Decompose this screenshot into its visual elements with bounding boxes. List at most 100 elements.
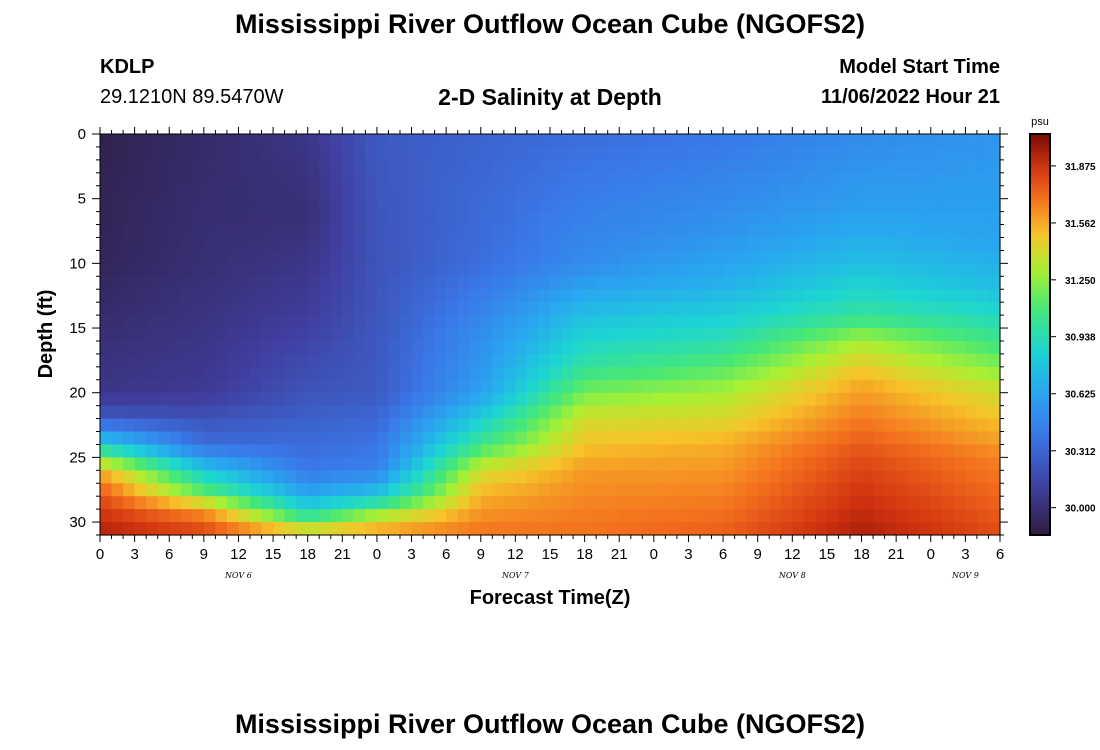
heatmap-cell	[503, 522, 516, 536]
heatmap-cell	[365, 315, 378, 329]
heatmap-cell	[573, 457, 586, 471]
heatmap-cell	[838, 185, 851, 200]
heatmap-cell	[573, 237, 586, 252]
heatmap-cell	[976, 418, 990, 433]
heatmap-cell	[457, 392, 470, 407]
heatmap-cell	[123, 392, 136, 407]
heatmap-cell	[250, 276, 263, 290]
heatmap-cell	[711, 146, 724, 161]
heatmap-cell	[157, 457, 170, 471]
heatmap-cell	[411, 276, 424, 290]
station-coordinates: 29.1210N 89.5470W	[100, 86, 284, 108]
heatmap-cell	[146, 379, 159, 394]
heatmap-cell	[584, 263, 597, 277]
heatmap-cell	[642, 444, 655, 458]
heatmap-cell	[250, 328, 263, 342]
heatmap-cell	[746, 418, 759, 433]
heatmap-cell	[803, 276, 816, 290]
heatmap-cell	[307, 185, 320, 200]
heatmap-cell	[596, 302, 609, 316]
heatmap-cell	[884, 302, 897, 316]
heatmap-cell	[803, 211, 816, 226]
heatmap-cell	[538, 224, 551, 239]
model-start-value: 11/06/2022 Hour 21	[820, 86, 1000, 108]
heatmap-cell	[711, 172, 724, 187]
heatmap-cell	[619, 340, 632, 355]
heatmap-cell	[480, 237, 493, 252]
heatmap-cell	[688, 457, 701, 471]
heatmap-cell	[630, 353, 643, 368]
heatmap-cell	[711, 237, 724, 252]
heatmap-cell	[411, 302, 424, 316]
heatmap-cell	[538, 146, 551, 161]
heatmap-cell	[296, 470, 309, 484]
heatmap-cell	[215, 250, 228, 264]
heatmap-cell	[930, 509, 943, 523]
heatmap-cell	[261, 159, 274, 174]
heatmap-cell	[307, 444, 320, 458]
heatmap-cell	[342, 134, 355, 148]
heatmap-cell	[596, 418, 609, 433]
heatmap-cell	[803, 470, 816, 484]
heatmap-cell	[942, 198, 955, 213]
heatmap-cell	[492, 340, 505, 355]
heatmap-cell	[930, 444, 943, 458]
heatmap-cell	[203, 470, 216, 484]
heatmap-cell	[215, 185, 228, 200]
heatmap-cell	[203, 198, 216, 213]
heatmap-cell	[400, 172, 413, 187]
heatmap-cell	[550, 457, 563, 471]
heatmap-cell	[250, 366, 263, 381]
heatmap-cell	[757, 353, 770, 368]
heatmap-cell	[480, 496, 493, 510]
heatmap-cell	[688, 509, 701, 523]
heatmap-cell	[988, 522, 1001, 536]
heatmap-cell	[561, 263, 574, 277]
heatmap-cell	[296, 263, 309, 277]
x-tick-label: 12	[784, 546, 801, 563]
heatmap-cell	[330, 146, 343, 161]
heatmap-cell	[826, 496, 840, 510]
heatmap-cell	[469, 457, 482, 471]
heatmap-cell	[423, 198, 436, 213]
heatmap-cell	[700, 237, 713, 252]
heatmap-cell	[538, 483, 551, 497]
heatmap-cell	[215, 328, 228, 342]
heatmap-cell	[953, 276, 966, 290]
heatmap-cell	[769, 379, 782, 394]
heatmap-cell	[688, 146, 701, 161]
heatmap-cell	[238, 315, 251, 329]
heatmap-cell	[503, 198, 516, 213]
heatmap-cell	[676, 237, 690, 252]
heatmap-cell	[723, 470, 736, 484]
heatmap-cell	[296, 444, 309, 458]
heatmap-cell	[826, 328, 840, 342]
heatmap-cell	[942, 315, 955, 329]
heatmap-cell	[400, 405, 413, 420]
heatmap-cell	[284, 185, 297, 200]
heatmap-cell	[803, 405, 816, 420]
heatmap-cell	[792, 340, 805, 355]
heatmap-cell	[584, 211, 597, 226]
heatmap-cell	[942, 509, 955, 523]
heatmap-cell	[284, 444, 297, 458]
heatmap-cell	[503, 353, 516, 368]
heatmap-cell	[873, 146, 886, 161]
heatmap-cell	[226, 224, 240, 239]
heatmap-cell	[676, 328, 690, 342]
heatmap-cell	[711, 392, 724, 407]
heatmap-cell	[780, 366, 793, 381]
heatmap-cell	[192, 457, 205, 471]
heatmap-cell	[584, 405, 597, 420]
heatmap-cell	[515, 483, 528, 497]
heatmap-cell	[284, 405, 297, 420]
heatmap-cell	[873, 353, 886, 368]
heatmap-cell	[769, 172, 782, 187]
heatmap-cell	[353, 211, 366, 226]
heatmap-cell	[423, 418, 436, 433]
heatmap-cell	[365, 328, 378, 342]
heatmap-cell	[596, 315, 609, 329]
heatmap-cell	[169, 211, 182, 226]
heatmap-cell	[803, 315, 816, 329]
heatmap-cell	[330, 392, 343, 407]
